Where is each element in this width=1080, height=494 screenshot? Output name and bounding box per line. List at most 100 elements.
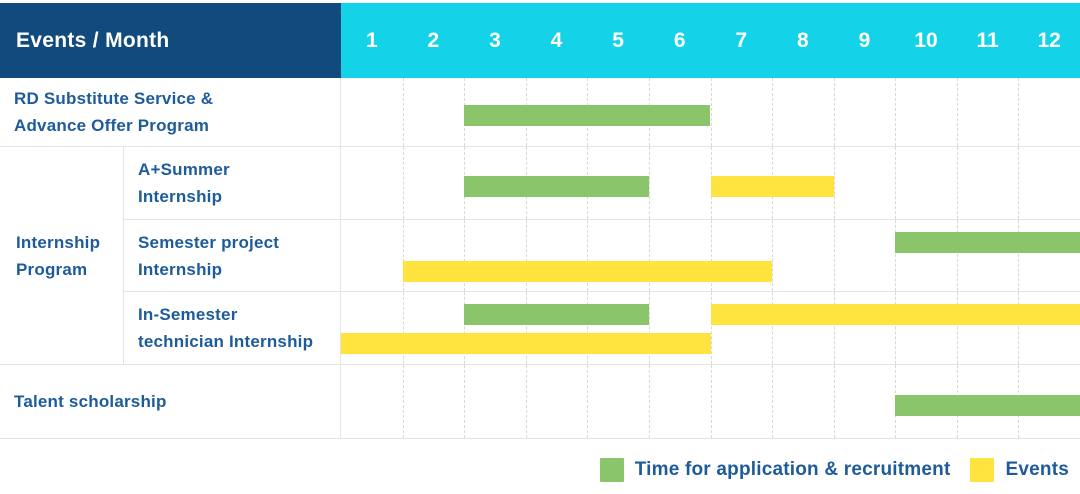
month-gridline [895,219,897,292]
month-gridline [402,292,404,365]
month-gridline [648,147,650,219]
month-gridline [833,365,835,438]
month-gridline [833,219,835,292]
month-header-row: 1 2 3 4 5 6 7 8 9 10 11 12 [341,3,1080,78]
row-talent-scholarship: Talent scholarship [0,365,1080,439]
month-gridline [525,292,527,365]
month-gridline [710,292,712,365]
group-internship-program: Internship Program A+Summer Internship Semes… [0,147,1080,365]
month-label-3: 3 [489,28,501,52]
row-rd-substitute-service-advance-offer-program: RD Substitute Service & Advance Offer Pro… [0,78,1080,147]
semester-project-internship-label: Semester project Internship [124,219,341,292]
month-gridline [525,219,527,292]
month-label-5: 5 [612,28,624,52]
events-bar [402,260,773,282]
row-label-line: RD Substitute Service & [14,89,214,108]
row-label-line: Internship [138,259,223,279]
a-plus-summer-internship-label: A+Summer Internship [124,147,341,219]
row-label-line: Talent scholarship [14,392,167,411]
legend-label-green: Time for application & recruitment [634,459,951,480]
application-recruitment-bar [895,231,1080,253]
events-month-header: Events / Month [0,3,341,78]
events-bar [710,175,834,197]
header-row: Events / Month 1 2 3 4 5 6 7 8 9 10 11 12 [0,3,1080,78]
month-gridline [587,292,589,365]
month-gridline [956,147,958,219]
month-label-9: 9 [858,28,871,52]
month-gridline [895,78,897,146]
row-label-line: Internship [16,232,101,252]
month-label-12: 12 [1037,28,1061,52]
month-gridline [772,219,774,292]
month-label-1: 1 [365,28,378,52]
month-gridline [772,78,774,146]
month-gridline [710,365,712,438]
row-label-line: Semester project [138,232,280,252]
month-gridline [956,78,958,146]
in-semester-technician-internship-chart [341,292,1080,365]
month-gridline [464,365,466,438]
month-gridline [895,147,897,219]
month-gridline [648,219,650,292]
month-gridline [956,219,958,292]
legend-item-green: Time for application & recruitment [599,458,951,482]
month-gridline [402,219,404,292]
month-gridline [464,219,466,292]
a-plus-summer-internship-chart [341,147,1080,219]
month-gridline [648,292,650,365]
month-gridline [1018,147,1020,219]
month-label-10: 10 [914,28,938,52]
row-label-line: Internship [138,186,223,206]
schedule-rows: RD Substitute Service & Advance Offer Pro… [0,78,1080,439]
in-semester-technician-internship-label: In-Semester technician Internship [124,292,341,365]
month-gridline [833,78,835,146]
internship-program-sub-rows: A+Summer Internship Semester project Intern… [124,147,1080,365]
month-gridline [587,219,589,292]
month-gridline [587,365,589,438]
row-label-line: technician Internship [138,332,314,352]
internship-program-group-label: Internship Program [0,147,124,364]
row-semester-project-internship: Semester project Internship [124,219,1080,293]
month-gridline [772,365,774,438]
month-label-8: 8 [796,28,809,52]
row-label-line: Program [16,259,88,279]
month-gridline [402,78,404,146]
talent-scholarship-chart [341,365,1080,438]
month-gridline [833,147,835,219]
month-gridline [402,365,404,438]
gantt-chart: Events / Month 1 2 3 4 5 6 7 8 9 10 11 12 RD Substi… [0,3,1080,482]
row-label-line: Advance Offer Program [14,116,210,135]
month-gridline [895,292,897,365]
legend-item-yellow: Events [970,458,1069,482]
month-label-2: 2 [427,28,440,52]
events-bar [710,304,1080,326]
month-gridline [1018,78,1020,146]
month-gridline [710,219,712,292]
row-label-line: In-Semester [138,305,238,325]
month-label-7: 7 [735,28,748,52]
legend: Time for application & recruitment Events [0,458,1080,482]
month-gridline [710,78,712,146]
legend-label-yellow: Events [1005,459,1069,480]
events-bar [341,333,711,355]
month-label-11: 11 [976,28,999,52]
row-label-line: A+Summer [138,159,230,179]
rd-substitute-service-advance-offer-program-chart [341,78,1080,146]
application-recruitment-bar [464,105,711,126]
talent-scholarship-label: Talent scholarship [0,365,341,438]
month-gridline [648,365,650,438]
application-recruitment-bar [895,394,1080,416]
month-gridline [956,292,958,365]
month-gridline [464,292,466,365]
rd-substitute-service-advance-offer-program-label: RD Substitute Service & Advance Offer Pro… [0,78,341,146]
row-a-plus-summer-internship: A+Summer Internship [124,147,1080,220]
application-recruitment-bar [464,304,649,326]
month-label-6: 6 [673,28,686,52]
row-in-semester-technician-internship: In-Semester technician Internship [124,292,1080,365]
semester-project-internship-chart [341,219,1080,292]
month-gridline [833,292,835,365]
month-gridline [1018,292,1020,365]
month-gridline [525,365,527,438]
legend-swatch-green [599,458,624,482]
application-recruitment-bar [464,175,649,197]
